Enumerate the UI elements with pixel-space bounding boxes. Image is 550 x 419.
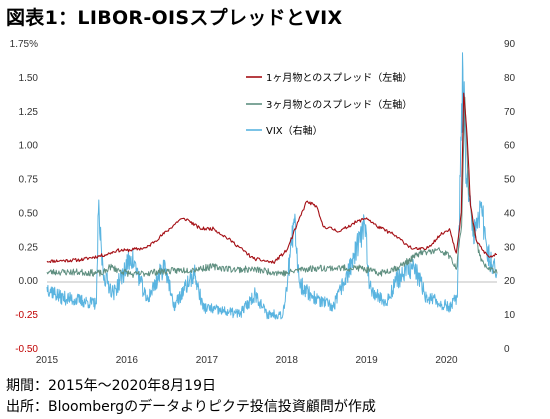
x-axis-tick-label: 2016: [116, 355, 139, 366]
series-layer: [46, 52, 498, 320]
left-axis-tick-label: 0.25: [19, 242, 39, 253]
right-axis-tick-label: 60: [504, 141, 516, 152]
x-axis-ticks: 2015 2016 2017 2018 2019 2020: [36, 355, 458, 366]
right-axis-tick-label: 90: [504, 39, 516, 50]
right-axis-tick-label: 80: [504, 73, 516, 84]
legend: 1ヶ月物とのスプレッド（左軸） 3ヶ月物とのスプレッド（左軸） VIX（右軸）: [246, 71, 412, 137]
legend-label: 1ヶ月物とのスプレッド（左軸）: [266, 71, 412, 84]
right-axis-tick-label: 0: [504, 344, 510, 355]
right-axis-tick-label: 20: [504, 276, 516, 287]
right-axis-tick-label: 40: [504, 208, 516, 219]
x-axis-tick-label: 2018: [276, 355, 299, 366]
x-axis-tick-label: 2015: [36, 355, 59, 366]
left-axis-tick-label: 1.25: [19, 107, 39, 118]
left-axis-tick-label: 0.75: [19, 175, 39, 186]
legend-label: 3ヶ月物とのスプレッド（左軸）: [266, 98, 412, 111]
page-title: 図表1：LIBOR-OISスプレッドとVIX: [6, 7, 343, 29]
left-axis-tick-label: 1.75%: [10, 39, 38, 50]
source-note: 出所：Bloombergのデータよりピクテ投信投資顧問が作成: [6, 399, 376, 415]
x-axis-tick-label: 2017: [196, 355, 219, 366]
series-line-2: [46, 96, 498, 278]
left-axis-ticks: 1.75% 1.50 1.25 1.00 0.75 0.50 0.25 0.00 -0.25 -0…: [10, 39, 39, 355]
x-axis-tick-label: 2020: [435, 355, 458, 366]
series-line-1: [46, 92, 497, 264]
period-note: 期間：2015年～2020年8月19日: [6, 378, 216, 394]
series-line-3: [46, 52, 498, 320]
chart: 1.75% 1.50 1.25 1.00 0.75 0.50 0.25 0.00 -0.25 -0…: [10, 39, 516, 366]
right-axis-tick-label: 30: [504, 242, 516, 253]
left-axis-tick-label: 0.50: [19, 208, 39, 219]
left-axis-tick-label: 1.50: [19, 73, 39, 84]
left-axis-tick-label: 0.00: [19, 276, 39, 287]
legend-label: VIX（右軸）: [266, 124, 323, 137]
right-axis-ticks: 90 80 70 60 50 40 30 20 10 0: [504, 39, 516, 355]
x-axis-tick-label: 2019: [355, 355, 378, 366]
right-axis-tick-label: 70: [504, 107, 516, 118]
right-axis-tick-label: 10: [504, 310, 516, 321]
left-axis-tick-label: 1.00: [19, 141, 39, 152]
left-axis-tick-label: -0.50: [15, 344, 38, 355]
left-axis-tick-label: -0.25: [15, 310, 38, 321]
right-axis-tick-label: 50: [504, 175, 516, 186]
